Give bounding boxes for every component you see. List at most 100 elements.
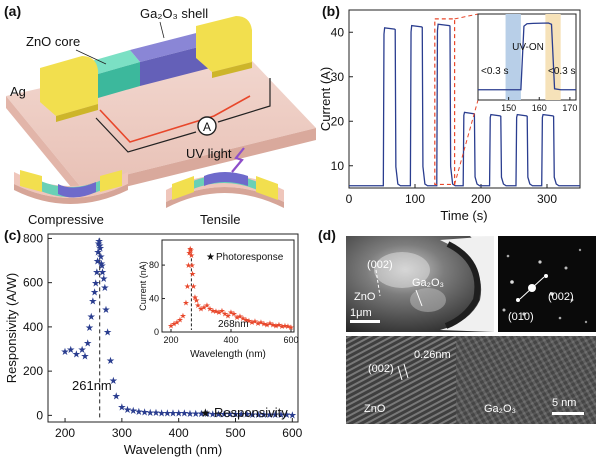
compressive-label: Compressive	[28, 212, 104, 227]
inset-rise-label: <0.3 s	[481, 66, 509, 77]
photoresponse-point: ★	[184, 282, 191, 291]
responsivity-ytick-label: 800	[23, 231, 43, 245]
responsivity-point: ★	[151, 408, 160, 419]
photoresponse-point: ★	[197, 305, 204, 314]
responsivity-point: ★	[259, 410, 268, 421]
responsivity-point: ★	[97, 261, 106, 272]
panel-c-label: (c)	[4, 227, 21, 243]
photoresponse-inset-axes	[161, 239, 295, 333]
photoresponse-point: ★	[266, 319, 273, 328]
photoresponse-point: ★	[224, 311, 231, 320]
responsivity-point: ★	[242, 410, 251, 421]
responsivity-point: ★	[96, 243, 105, 254]
photocurrent-xtick-label: 300	[537, 192, 557, 206]
photoresponse-point: ★	[242, 315, 249, 324]
responsivity-xtick-label: 300	[112, 426, 132, 440]
responsivity-point: ★	[146, 408, 155, 419]
responsivity-point: ★	[78, 345, 87, 356]
photoresponse-point: ★	[260, 320, 267, 329]
responsivity-point: ★	[214, 409, 223, 420]
photocurrent-inset-xtick-label: 170	[562, 103, 577, 113]
ammeter	[197, 116, 217, 136]
uv-label: UV light	[186, 146, 232, 161]
responsivity-point: ★	[103, 327, 112, 338]
panel-b-label: (b)	[322, 3, 340, 19]
responsivity-point: ★	[163, 408, 172, 419]
responsivity-point: ★	[72, 349, 81, 360]
responsivity-point: ★	[101, 305, 110, 316]
responsivity-point: ★	[186, 409, 195, 420]
photoresponse-point: ★	[182, 299, 189, 308]
photoresponse-point: ★	[173, 318, 180, 327]
responsivity-point: ★	[97, 259, 106, 270]
responsivity-point: ★	[96, 252, 105, 263]
responsivity-point: ★	[85, 323, 94, 334]
responsivity-point: ★	[282, 410, 291, 421]
photoresponse-ytick-label: 80	[149, 260, 159, 270]
responsivity-point: ★	[129, 406, 138, 417]
photocurrent-ytick-label: 20	[331, 114, 345, 128]
saed-spot-010-label: (010)	[508, 311, 534, 323]
tensile-device	[166, 172, 284, 208]
photoresponse-point: ★	[263, 320, 270, 329]
panel-b: (b) 0 100 200 300 10 20 30 40 Current (A) Time …	[318, 3, 581, 223]
responsivity-xtick-label: 600	[282, 426, 302, 440]
responsivity-point: ★	[61, 347, 70, 358]
responsivity-axes	[47, 233, 299, 423]
responsivity-point: ★	[169, 408, 178, 419]
photoresponse-point: ★	[251, 317, 258, 326]
responsivity-point: ★	[191, 409, 200, 420]
photoresponse-point: ★	[193, 296, 200, 305]
photocurrent-xtick-label: 100	[405, 192, 425, 206]
tem-scale-label: 1μm	[350, 307, 372, 319]
photoresponse-point: ★	[186, 249, 193, 258]
photoresponse-point: ★	[191, 293, 198, 302]
photoresponse-point: ★	[212, 307, 219, 316]
inset-uv-on-label: UV-ON	[512, 42, 544, 53]
responsivity-point: ★	[109, 376, 118, 387]
responsivity-point: ★	[99, 274, 108, 285]
responsivity-xlabel: Wavelength (nm)	[124, 442, 223, 457]
photoresponse-point: ★	[194, 301, 201, 310]
photocurrent-ytick-label: 40	[331, 25, 345, 39]
responsivity-point: ★	[254, 410, 263, 421]
photocurrent-xlabel: Time (s)	[440, 208, 487, 223]
panel-d-label: (d)	[318, 227, 336, 243]
responsivity-point: ★	[265, 410, 274, 421]
photoresponse-point: ★	[281, 321, 288, 330]
substrate-side	[80, 128, 316, 198]
photoresponse-point: ★	[167, 321, 174, 330]
photoresponse-point: ★	[206, 305, 213, 314]
responsivity-point: ★	[237, 410, 246, 421]
photoresponse-point: ★	[188, 261, 195, 270]
ag-electrode-right	[196, 16, 252, 72]
core-label: ZnO core	[26, 34, 80, 49]
responsivity-xtick-label: 400	[169, 426, 189, 440]
responsivity-point: ★	[271, 410, 280, 421]
photoresponse-point: ★	[185, 261, 192, 270]
responsivity-point: ★	[100, 283, 109, 294]
photoresponse-point: ★	[200, 303, 207, 312]
responsivity-point: ★	[91, 279, 100, 290]
zno-core-side	[98, 62, 140, 98]
responsivity-point: ★	[66, 345, 75, 356]
tem-zno-label: ZnO	[354, 291, 376, 303]
shell-label: Ga₂O₃ shell	[140, 6, 208, 21]
photocurrent-inset-axes	[477, 13, 577, 101]
photoresponse-point: ★	[221, 310, 228, 319]
photoresponse-point: ★	[278, 322, 285, 331]
photocurrent-ylabel: Current (A)	[318, 67, 333, 131]
responsivity-point: ★	[225, 410, 234, 421]
photoresponse-inset-ticks: 200 400 600 0 40 80	[149, 260, 299, 345]
tem-image	[346, 236, 494, 332]
photoresponse-legend: Photoresponse	[216, 252, 284, 263]
zoom-line-bottom	[454, 99, 479, 185]
responsivity-point: ★	[94, 248, 103, 259]
photoresponse-point: ★	[170, 320, 177, 329]
photocurrent-inset-ticks: 150 160 170	[501, 97, 577, 113]
responsivity-point: ★	[90, 288, 99, 299]
photocurrent-inset-xtick-label: 160	[532, 103, 547, 113]
responsivity-point: ★	[87, 312, 96, 323]
